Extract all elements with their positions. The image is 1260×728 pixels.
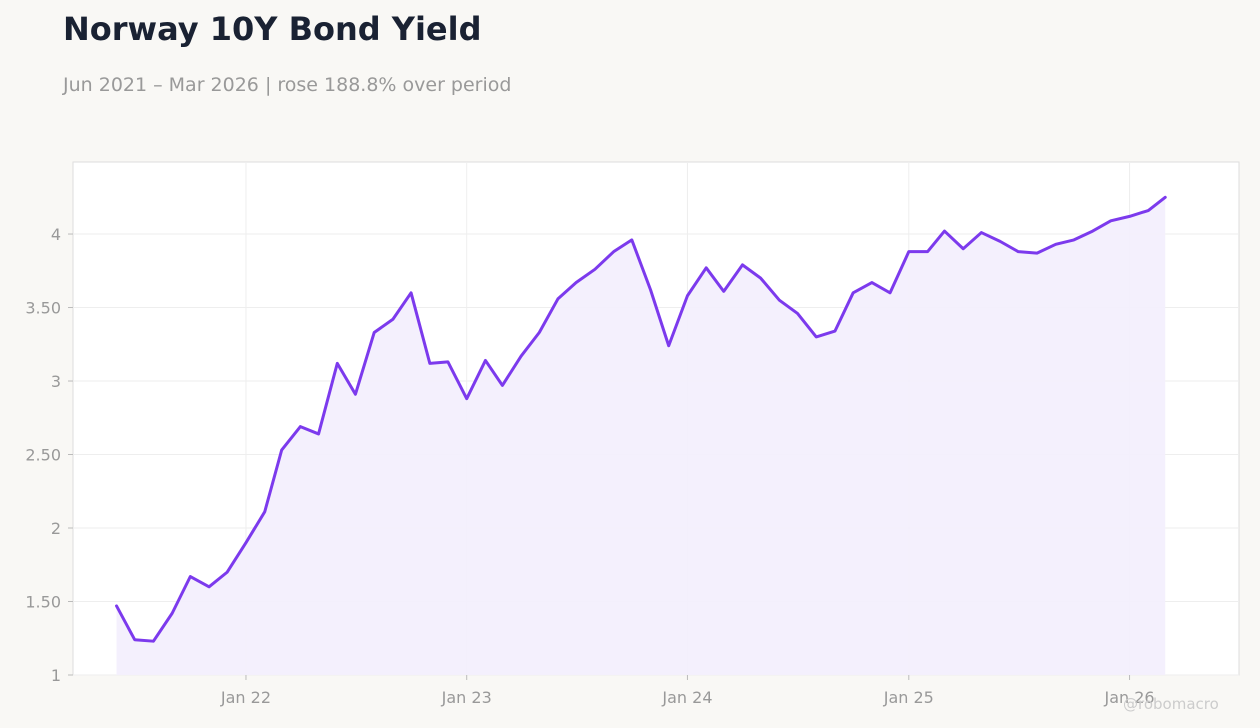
x-tick-label: Jan 24 — [661, 688, 712, 707]
y-axis: 1 1.50 2 2.50 3 3.50 4 — [25, 225, 73, 685]
x-tick-label: Jan 22 — [220, 688, 271, 707]
chart-subtitle: Jun 2021 – Mar 2026 | rose 188.8% over p… — [63, 74, 512, 96]
watermark: @robomacro — [1123, 695, 1219, 713]
y-tick-label: 1.50 — [25, 593, 61, 612]
x-axis: Jan 22 Jan 23 Jan 24 Jan 25 Jan 26 — [220, 675, 1155, 707]
y-tick-label: 3 — [51, 372, 61, 391]
y-tick-label: 3.50 — [25, 299, 61, 318]
y-tick-label: 1 — [51, 666, 61, 685]
x-tick-label: Jan 25 — [883, 688, 934, 707]
y-tick-label: 2 — [51, 519, 61, 538]
y-tick-label: 2.50 — [25, 446, 61, 465]
yield-area-fill — [116, 197, 1166, 675]
y-tick-label: 4 — [51, 225, 61, 244]
yield-series-line — [115, 195, 1167, 643]
x-tick-label: Jan 23 — [441, 688, 492, 707]
x-tick-label: Jan 26 — [1103, 688, 1154, 707]
chart-title: Norway 10Y Bond Yield — [63, 10, 482, 48]
